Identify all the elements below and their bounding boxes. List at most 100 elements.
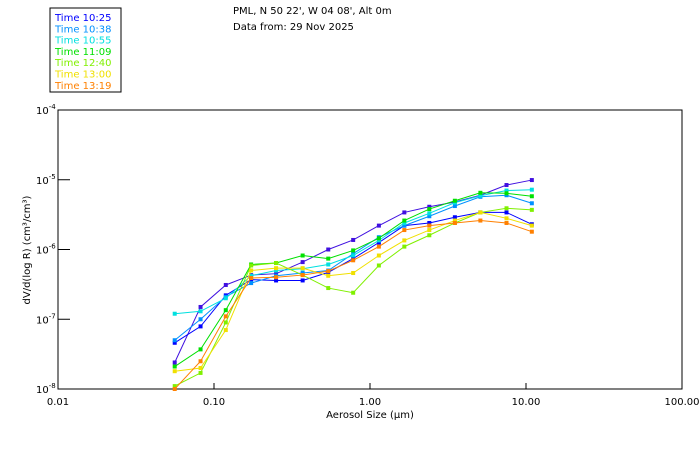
y-tick-label: 10-5	[36, 173, 56, 187]
data-point	[223, 282, 228, 287]
data-point	[172, 369, 177, 374]
x-axis-label: Aerosol Size (µm)	[326, 410, 414, 421]
data-point	[427, 220, 432, 225]
data-point	[376, 223, 381, 228]
series-time-11-09	[172, 190, 534, 369]
data-point	[427, 228, 432, 233]
data-point	[402, 228, 407, 233]
data-point	[427, 204, 432, 209]
data-point	[427, 211, 432, 216]
data-point	[504, 220, 509, 225]
data-point	[376, 253, 381, 258]
data-point	[198, 370, 203, 375]
data-point	[452, 198, 457, 203]
data-point	[402, 244, 407, 249]
data-point	[478, 193, 483, 198]
data-point	[223, 328, 228, 333]
data-point	[198, 366, 203, 371]
y-tick-label: 10-4	[36, 103, 56, 117]
data-point	[427, 233, 432, 238]
data-point	[223, 308, 228, 313]
data-point	[402, 210, 407, 215]
data-point	[529, 223, 534, 228]
legend-entry: Time 10:38	[54, 24, 111, 35]
data-point	[529, 187, 534, 192]
data-point	[172, 311, 177, 316]
data-point	[172, 364, 177, 369]
data-point	[198, 324, 203, 329]
data-point	[402, 218, 407, 223]
data-point	[376, 236, 381, 241]
data-point	[249, 268, 254, 273]
data-point	[402, 238, 407, 243]
series-line	[174, 207, 532, 387]
data-point	[249, 263, 254, 268]
data-point	[452, 215, 457, 220]
data-point	[223, 320, 228, 325]
data-point	[504, 188, 509, 193]
series-lines	[172, 178, 534, 391]
data-point	[529, 194, 534, 199]
data-point	[223, 314, 228, 319]
data-point	[326, 262, 331, 267]
y-tick-label: 10-7	[36, 312, 56, 326]
y-tick-label: 10-6	[36, 243, 56, 257]
legend-entry: Time 11:09	[54, 47, 111, 58]
legend-entry: Time 12:40	[54, 58, 111, 69]
x-tick-label: 0.01	[47, 397, 69, 408]
y-axis-label: dV/d(log R) (cm³/cm³)	[22, 195, 33, 304]
plot-area	[57, 109, 683, 390]
data-point	[300, 278, 305, 283]
series-time-13-00	[172, 210, 534, 374]
data-point	[402, 223, 407, 228]
series-line	[174, 194, 532, 341]
data-point	[274, 278, 279, 283]
legend-entry: Time 10:25	[54, 13, 111, 24]
series-time-10-55	[172, 187, 534, 316]
series-time-13-19	[172, 218, 534, 391]
x-tick-label: 100.00	[665, 397, 700, 408]
location-title: PML, N 50 22', W 04 08', Alt 0m	[233, 6, 392, 17]
data-point	[300, 266, 305, 271]
data-point	[326, 247, 331, 252]
data-point	[198, 309, 203, 314]
data-point	[326, 273, 331, 278]
data-point	[478, 210, 483, 215]
data-point	[427, 207, 432, 212]
axis-ticks: 0.01 0.10 1.00 10.00 100.00 10-4 10-5 10-6 10-7 1…	[36, 103, 700, 408]
data-point	[300, 260, 305, 265]
data-point	[300, 273, 305, 278]
data-point	[249, 273, 254, 278]
data-point	[172, 338, 177, 343]
data-point	[351, 271, 356, 276]
data-point	[198, 304, 203, 309]
data-point	[529, 229, 534, 234]
data-point	[376, 244, 381, 249]
data-point	[376, 238, 381, 243]
data-point	[504, 216, 509, 221]
series-time-10-25	[172, 210, 534, 345]
data-point	[326, 269, 331, 274]
data-point	[452, 204, 457, 209]
data-point	[427, 223, 432, 228]
x-tick-label: 0.10	[203, 397, 225, 408]
data-point	[223, 296, 228, 301]
data-point	[198, 317, 203, 322]
data-point	[326, 286, 331, 291]
data-point	[504, 183, 509, 188]
data-point	[274, 271, 279, 276]
data-point	[351, 237, 356, 242]
x-tick-label: 10.00	[512, 397, 541, 408]
data-point	[529, 201, 534, 206]
legend-entry: Time 13:00	[54, 70, 111, 81]
legend-box	[49, 7, 122, 93]
data-point	[376, 240, 381, 245]
data-point	[351, 290, 356, 295]
data-point	[326, 256, 331, 261]
data-point	[172, 340, 177, 345]
data-point	[300, 253, 305, 258]
data-point	[478, 218, 483, 223]
series-line	[174, 192, 532, 367]
data-point	[529, 178, 534, 183]
